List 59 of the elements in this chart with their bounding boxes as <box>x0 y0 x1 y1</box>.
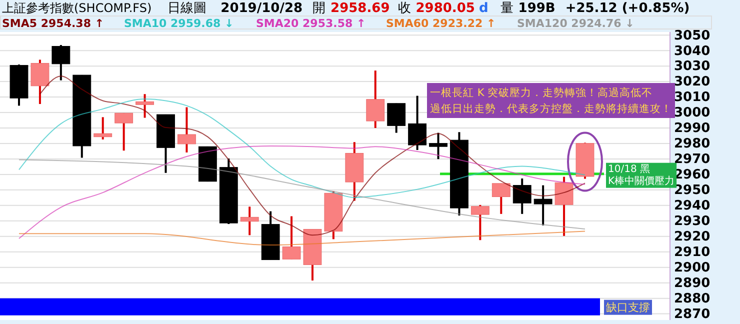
candlestick <box>282 215 301 260</box>
text: 2980.05 <box>416 1 475 16</box>
y-tick-label: 2990 <box>674 121 710 136</box>
text: 日線圖 <box>168 1 207 16</box>
candlestick <box>52 44 70 82</box>
candlestick <box>429 132 448 160</box>
y-tick-label: 2900 <box>674 260 710 276</box>
y-tick-label: 3030 <box>674 59 710 74</box>
line-series <box>18 159 586 230</box>
y-tick-label: 2950 <box>674 183 710 198</box>
y-tick-label: 2920 <box>674 230 710 245</box>
text: 2019/10/28 <box>220 1 303 16</box>
ref-line-label: 10/18 黑K棒中關價壓力 <box>608 164 675 187</box>
candlestick <box>534 184 552 226</box>
candlestick <box>114 112 134 152</box>
line-series <box>18 230 586 246</box>
candlestick <box>178 106 196 154</box>
y-tick-label: 3010 <box>674 90 710 106</box>
text: 199B <box>518 1 556 16</box>
candlestick <box>470 204 490 242</box>
candlestick <box>30 58 50 105</box>
candlestick <box>366 70 385 129</box>
y-tick-label: 2970 <box>674 152 710 168</box>
text: +25.12 (+0.85%) <box>565 1 690 16</box>
y-tick-label: 2880 <box>674 291 710 306</box>
annotation: 一根長紅 K 突破壓力．走勢轉強！高過高低不過低日出走勢．代表多方控盤．走勢將持續進攻！ <box>430 86 672 115</box>
y-tick-label: 3050 <box>674 28 710 44</box>
y-tick-label: 2980 <box>674 136 710 152</box>
text: SMA20 2953.58 ↑ <box>256 17 366 30</box>
text: SMA120 2924.76 ↓ <box>517 17 634 30</box>
candlestick <box>512 177 532 215</box>
y-tick-label: 2910 <box>674 245 710 260</box>
y-tick-label: 3000 <box>674 106 710 121</box>
text: 收 <box>398 1 411 16</box>
chart-title: 上証參考指數(SHCOMP.FS) <box>2 1 152 15</box>
candlestick <box>240 206 259 236</box>
text: 2958.69 <box>330 1 390 16</box>
line-series <box>39 76 586 236</box>
band-label: 缺口支撐 <box>606 300 650 314</box>
y-tick-label: 2940 <box>674 198 710 214</box>
y-tick-label: 2930 <box>674 214 710 230</box>
y-tick-label: 2870 <box>674 306 710 322</box>
text: SMA5 2954.38 ↑ <box>2 17 104 30</box>
y-tick-label: 3040 <box>674 44 710 59</box>
candlestick <box>387 102 406 134</box>
text: SMA60 2923.22 ↑ <box>386 17 496 30</box>
text: 開 <box>312 1 326 16</box>
text: d <box>478 1 488 16</box>
candlestick <box>408 94 426 151</box>
candlestick <box>136 93 154 119</box>
candlestick <box>554 176 574 237</box>
candlestick <box>492 182 510 215</box>
y-tick-label: 2960 <box>674 168 710 183</box>
line-series <box>18 145 586 240</box>
y-tick-label: 3020 <box>674 74 710 90</box>
candlestick <box>94 116 112 140</box>
y-tick-label: 2890 <box>674 276 710 291</box>
text: 量 <box>500 1 514 16</box>
text: SMA10 2959.68 ↓ <box>124 17 234 30</box>
